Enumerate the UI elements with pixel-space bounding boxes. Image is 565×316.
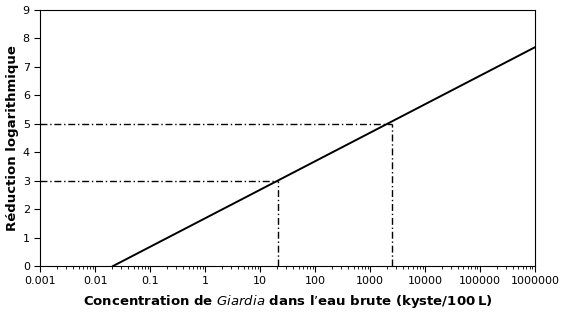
X-axis label: Concentration de $\it{Giardia}$ dans l’eau brute (kyste/100 L): Concentration de $\it{Giardia}$ dans l’e… — [83, 294, 492, 310]
Y-axis label: Réduction logarithmique: Réduction logarithmique — [6, 45, 19, 231]
